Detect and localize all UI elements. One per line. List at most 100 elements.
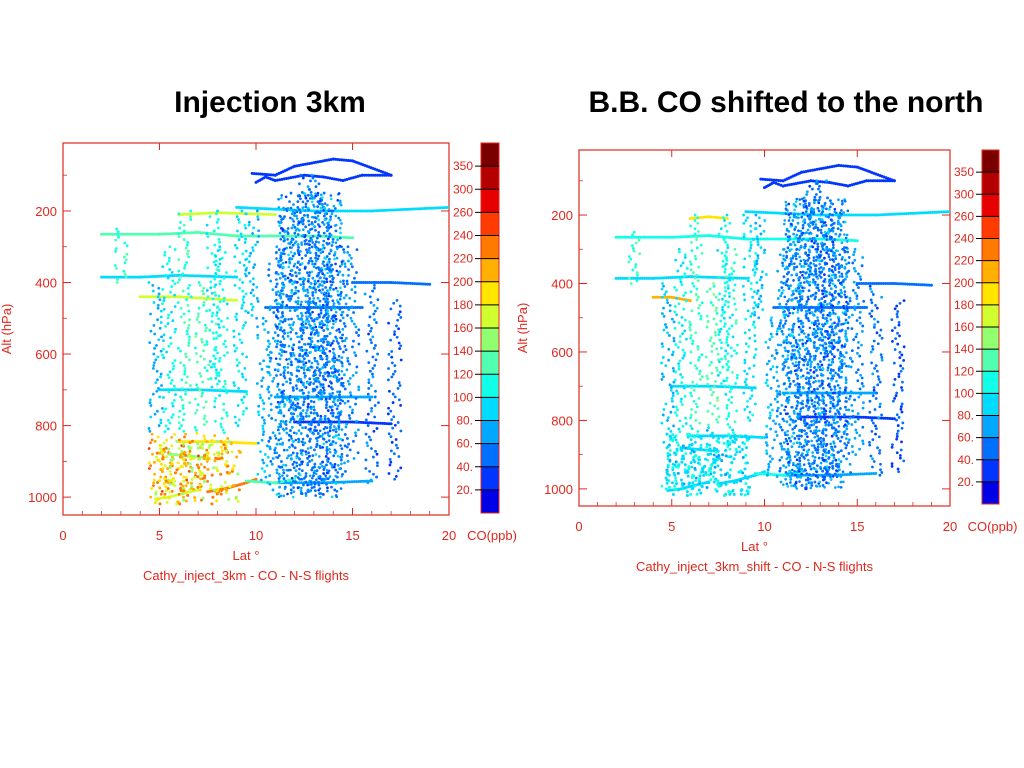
right-profile-point bbox=[693, 232, 697, 236]
left-profile-point bbox=[172, 384, 176, 388]
left-profile-point bbox=[308, 345, 312, 349]
left-core-point bbox=[310, 483, 313, 486]
left-profile-point bbox=[279, 340, 282, 344]
right-profile-point bbox=[673, 326, 677, 330]
right-profile-point bbox=[678, 277, 682, 281]
right-track-point bbox=[818, 237, 822, 241]
right-profile-point bbox=[712, 284, 716, 288]
right-track-point bbox=[675, 275, 679, 279]
left-profile-point bbox=[177, 235, 181, 239]
left-track-point bbox=[376, 209, 380, 213]
left-profile-point bbox=[289, 363, 293, 367]
left-profile-point bbox=[309, 411, 313, 415]
left-track-point bbox=[372, 209, 376, 213]
left-profile-point bbox=[390, 440, 394, 444]
right-track-point bbox=[643, 235, 647, 239]
left-profile-point bbox=[289, 360, 293, 364]
left-profile-point bbox=[267, 390, 271, 394]
left-core-point bbox=[334, 207, 337, 210]
left-core-point bbox=[311, 326, 315, 330]
right-track-point bbox=[919, 283, 923, 287]
left-profile-point bbox=[318, 202, 321, 206]
left-profile-point bbox=[306, 342, 310, 346]
left-core-point bbox=[281, 286, 284, 290]
left-core-point bbox=[328, 423, 332, 426]
left-track-point bbox=[403, 207, 407, 211]
left-core-point bbox=[326, 312, 330, 316]
left-profile-point bbox=[209, 377, 213, 380]
left-core-point bbox=[291, 328, 294, 331]
left-core-point bbox=[289, 378, 292, 382]
left-profile-point bbox=[329, 215, 333, 219]
left-south-point bbox=[181, 484, 185, 488]
left-profile-point bbox=[209, 280, 213, 284]
right-track-point bbox=[699, 434, 703, 438]
left-profile-point bbox=[322, 231, 326, 235]
left-profile-point bbox=[313, 279, 317, 283]
left-profile-point bbox=[390, 361, 394, 365]
right-track-point bbox=[733, 385, 737, 389]
right-track-point bbox=[665, 295, 669, 299]
left-core-point bbox=[323, 273, 326, 277]
left-core-point bbox=[317, 475, 320, 478]
right-profile-point bbox=[694, 257, 698, 261]
left-profile-point bbox=[253, 263, 257, 267]
left-profile-point bbox=[396, 386, 400, 390]
left-profile-point bbox=[321, 383, 325, 387]
left-colorbar-tick-label: 260 bbox=[453, 205, 473, 219]
left-core-point bbox=[323, 264, 326, 268]
left-core-point bbox=[282, 463, 285, 467]
left-track-point bbox=[362, 173, 366, 177]
left-profile-point bbox=[214, 272, 218, 275]
left-profile-point bbox=[349, 394, 353, 397]
left-track-point bbox=[262, 212, 266, 216]
left-profile-point bbox=[162, 441, 166, 445]
left-profile-point bbox=[114, 250, 118, 253]
right-track-point bbox=[868, 416, 872, 420]
left-track-point bbox=[255, 234, 259, 238]
left-profile-point bbox=[164, 424, 168, 428]
left-profile-point bbox=[205, 289, 209, 292]
left-track-point bbox=[164, 232, 168, 236]
left-profile-point bbox=[150, 432, 154, 436]
right-track-point bbox=[642, 276, 646, 280]
left-track-point bbox=[144, 232, 148, 236]
right-track-point bbox=[693, 216, 697, 220]
left-track-point bbox=[382, 173, 386, 177]
left-core-point bbox=[289, 330, 293, 334]
right-track-point bbox=[632, 235, 636, 239]
left-profile-point bbox=[263, 421, 266, 425]
right-profile-point bbox=[717, 358, 720, 362]
left-core-point bbox=[300, 241, 303, 244]
left-profile-point bbox=[262, 359, 266, 363]
left-xtick-label: 15 bbox=[345, 528, 359, 543]
left-profile-point bbox=[217, 323, 221, 326]
right-profile-point bbox=[680, 324, 684, 327]
left-profile-point bbox=[268, 359, 272, 363]
left-core-point bbox=[321, 481, 324, 485]
left-profile-point bbox=[148, 429, 152, 433]
left-core-point bbox=[281, 228, 285, 231]
left-core-point bbox=[288, 256, 292, 260]
left-profile-point bbox=[216, 249, 220, 253]
left-core-point bbox=[306, 456, 309, 460]
left-profile-point bbox=[301, 409, 305, 412]
left-core-point bbox=[298, 406, 302, 410]
right-profile-point bbox=[714, 450, 718, 454]
left-profile-point bbox=[225, 459, 229, 463]
left-core-point bbox=[294, 271, 297, 274]
left-core-point bbox=[325, 324, 329, 327]
left-profile-point bbox=[388, 389, 391, 393]
left-profile-point bbox=[301, 426, 304, 430]
left-core-point bbox=[338, 411, 342, 415]
left-south-point bbox=[179, 482, 183, 486]
right-profile-point bbox=[697, 397, 701, 400]
left-profile-point bbox=[199, 374, 203, 378]
left-profile-point bbox=[178, 427, 181, 430]
left-profile-point bbox=[366, 412, 370, 416]
left-track-point bbox=[249, 479, 253, 483]
left-profile-point bbox=[256, 333, 260, 337]
left-profile-point bbox=[299, 449, 303, 452]
left-south-point bbox=[173, 479, 177, 483]
left-track-point bbox=[181, 212, 185, 216]
